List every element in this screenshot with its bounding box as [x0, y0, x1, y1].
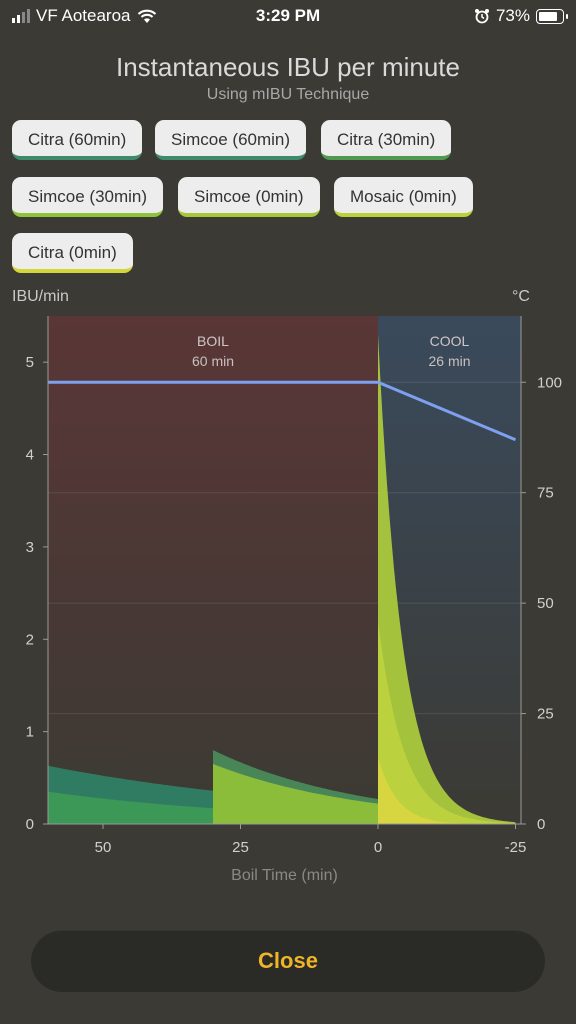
hop-toggle-button[interactable]: Citra (60min) [12, 120, 143, 160]
hop-toggle-button[interactable]: Mosaic (0min) [334, 177, 473, 217]
hop-toggle-label: Citra (0min) [28, 243, 117, 262]
wifi-icon [137, 9, 156, 23]
alarm-clock-icon [474, 9, 489, 24]
status-left: VF Aotearoa [12, 6, 157, 26]
hop-toggle-button[interactable]: Citra (0min) [12, 233, 133, 273]
hop-toggle-label: Mosaic (0min) [350, 187, 457, 206]
region-label: COOL [430, 333, 470, 349]
y-axis-left-label: IBU/min [12, 288, 69, 305]
hop-toggle-button[interactable]: Simcoe (0min) [178, 177, 320, 217]
y-left-tick-label: 2 [26, 631, 34, 648]
hop-toggle-button[interactable]: Simcoe (60min) [155, 120, 307, 160]
status-right: 73% [474, 6, 568, 26]
x-tick-label: 25 [232, 839, 249, 856]
x-axis-label: Boil Time (min) [231, 867, 338, 884]
hop-toggle-label: Citra (60min) [28, 130, 127, 149]
x-tick-label: 50 [95, 839, 112, 856]
status-bar: VF Aotearoa 3:29 PM 73% [0, 0, 576, 34]
region-sublabel: 26 min [428, 353, 470, 369]
series-area [378, 620, 516, 824]
y-left-tick-label: 0 [26, 816, 34, 833]
status-time: 3:29 PM [255, 6, 321, 25]
y-left-tick-label: 1 [26, 724, 34, 741]
y-right-tick-label: 50 [537, 595, 554, 612]
y-right-tick-label: 75 [537, 485, 554, 502]
y-axis-right-label: °C [512, 288, 530, 305]
chart-subtitle: Using mIBU Technique [206, 86, 370, 103]
close-button[interactable]: Close [31, 930, 545, 992]
y-left-tick-label: 4 [26, 447, 34, 464]
hop-toggle-label: Simcoe (60min) [171, 130, 291, 149]
x-tick-label: -25 [505, 839, 527, 856]
region-label: BOIL [197, 333, 229, 349]
battery-percent: 73% [495, 6, 530, 25]
battery-icon [536, 8, 568, 24]
close-button-label: Close [258, 948, 318, 973]
y-left-tick-label: 3 [26, 539, 34, 556]
series-area [378, 757, 516, 824]
series-area [213, 763, 378, 824]
hop-toggle-label: Simcoe (30min) [28, 187, 148, 206]
y-right-tick-label: 100 [537, 374, 562, 391]
temperature-line [48, 380, 517, 442]
hop-toggle-label: Citra (30min) [337, 130, 436, 149]
series-area [48, 791, 213, 824]
hop-toggle-button[interactable]: Citra (30min) [321, 120, 452, 160]
hop-toggle-button[interactable]: Simcoe (30min) [12, 177, 164, 217]
carrier-name: VF Aotearoa [36, 6, 131, 25]
y-right-tick-label: 0 [537, 816, 545, 833]
region-sublabel: 60 min [192, 353, 234, 369]
region-boil [48, 316, 378, 824]
cellular-signal-icon [12, 9, 30, 23]
y-left-tick-label: 5 [26, 354, 34, 371]
x-tick-label: 0 [374, 839, 382, 856]
chart-title: Instantaneous IBU per minute [116, 52, 460, 82]
hop-toggle-label: Simcoe (0min) [194, 187, 304, 206]
y-right-tick-label: 25 [537, 706, 554, 723]
